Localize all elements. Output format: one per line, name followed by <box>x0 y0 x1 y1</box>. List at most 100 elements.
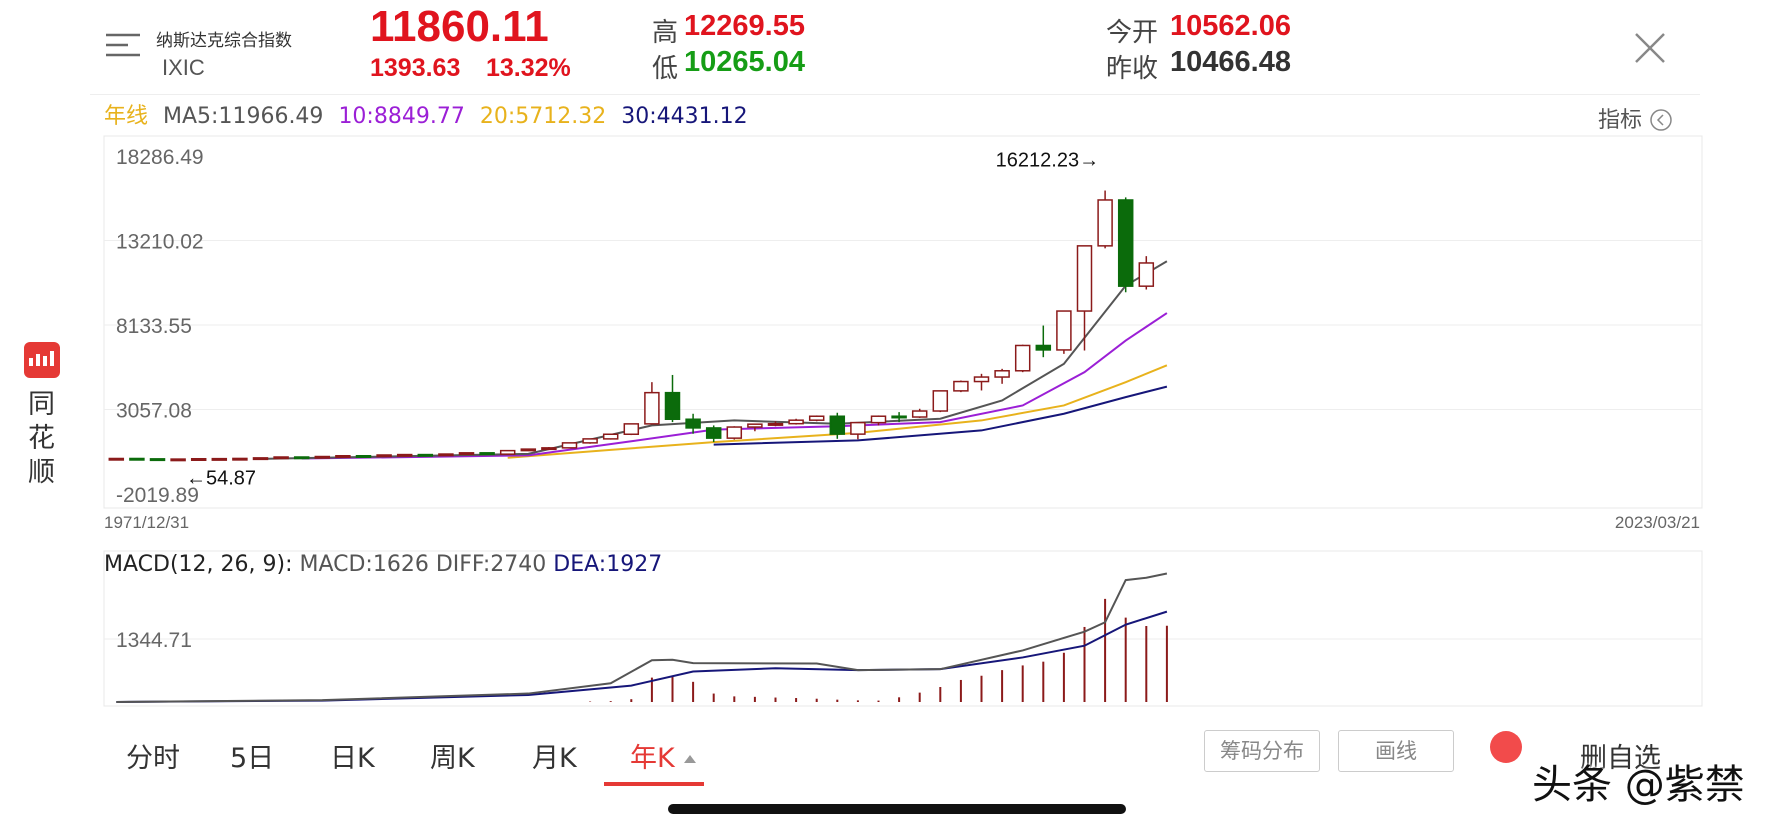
candle-body <box>726 426 743 439</box>
candle-body <box>1076 245 1093 312</box>
tab-intraday[interactable]: 分时 <box>126 743 180 774</box>
dea-value: DEA:1927 <box>553 552 663 577</box>
tab-daily-k[interactable]: 日K <box>330 743 375 774</box>
candle-body <box>850 421 866 435</box>
chip-distribution-button[interactable]: 筹码分布 <box>1204 730 1320 772</box>
chevron-left-icon <box>1650 109 1672 131</box>
candle-body <box>1014 344 1031 372</box>
candle-body <box>355 455 372 459</box>
candle-body <box>273 456 289 460</box>
diff-value: DIFF:2740 <box>435 552 547 577</box>
prev-close-value: 10466.48 <box>1170 46 1291 78</box>
candlestick-chart[interactable]: 18286.49 13210.02 8133.55 3057.08 -2019.89 19… <box>0 0 1792 530</box>
candle-body <box>685 418 701 429</box>
remove-favorite-button[interactable]: 删自选 <box>1580 743 1661 774</box>
candle-body <box>479 452 495 456</box>
price-change: 1393.63 <box>370 54 461 82</box>
candle-body <box>417 453 434 457</box>
candle-body <box>520 448 537 452</box>
low-label: 低 <box>652 54 679 84</box>
candle-body <box>438 453 454 457</box>
candle-body <box>623 423 640 435</box>
tab-yearly-k-label: 年K <box>630 743 675 774</box>
candle-body <box>335 455 351 459</box>
y-tick-label: 8133.55 <box>116 315 192 338</box>
low-annotation: ←54.87 <box>186 468 256 490</box>
candle-body <box>232 457 248 461</box>
high-label: 高 <box>652 18 679 48</box>
y-tick-label: 3057.08 <box>116 399 192 422</box>
high-annotation: 16212.23→ <box>996 150 1099 172</box>
price-change-percent: 13.32% <box>486 54 571 82</box>
header-divider <box>90 94 1700 95</box>
candle-body <box>252 457 269 461</box>
chart-frame <box>103 135 1703 509</box>
candle-body <box>994 370 1010 378</box>
stock-code: IXIC <box>162 55 205 80</box>
macd-name: MACD(12, 26, 9): <box>104 552 293 577</box>
candle-body <box>170 458 186 462</box>
candle-body <box>129 457 145 461</box>
diff-line <box>116 572 1168 703</box>
close-icon[interactable] <box>1630 28 1670 68</box>
ma30-value: 30:4431.12 <box>621 104 748 129</box>
ma5-value: MA5:11966.49 <box>163 104 324 129</box>
candle-body <box>396 453 413 457</box>
indicator-label: 指标 <box>1598 108 1643 133</box>
candle-body <box>747 423 763 428</box>
notification-dot <box>1490 731 1522 763</box>
candle-body <box>705 427 722 439</box>
ma10-line <box>301 312 1168 460</box>
watermark: 头条 @紫禁 <box>1532 762 1745 808</box>
caret-up-icon <box>684 755 697 763</box>
candle-body <box>973 376 990 383</box>
candle-body <box>1138 262 1155 287</box>
home-indicator <box>668 804 1126 814</box>
draw-line-button[interactable]: 画线 <box>1338 730 1454 772</box>
tab-5day[interactable]: 5日 <box>230 743 275 774</box>
candle-body <box>953 380 969 392</box>
ma20-value: 20:5712.32 <box>479 104 607 129</box>
macd-value: MACD:1626 <box>299 552 429 577</box>
ma-legend: 年线 MA5:11966.49 10:8849.77 20:5712.32 30… <box>104 98 756 130</box>
tab-weekly-k[interactable]: 周K <box>430 743 475 774</box>
menu-icon[interactable] <box>106 32 140 58</box>
candle-body <box>190 457 207 461</box>
candle-body <box>829 415 846 435</box>
ma20-line <box>507 364 1168 459</box>
candle-body <box>932 390 949 412</box>
candle-body <box>664 391 681 420</box>
active-tab-indicator <box>604 782 704 786</box>
candle-body <box>602 433 619 440</box>
candle-body <box>911 410 928 418</box>
candle-logo-icon <box>29 351 54 366</box>
candle-body <box>108 457 125 461</box>
tab-yearly-k[interactable]: 年K <box>630 736 697 775</box>
indicator-button[interactable]: 指标 <box>1598 102 1673 134</box>
candle-body <box>541 447 557 451</box>
app-name: 同花顺 <box>28 389 55 488</box>
app-logo <box>24 342 60 378</box>
open-label: 今开 <box>1106 18 1159 48</box>
macd-legend: MACD(12, 26, 9): MACD:1626 DIFF:2740 DEA… <box>104 552 662 577</box>
period-label: 年线 <box>104 104 149 129</box>
candle-body <box>211 457 228 461</box>
low-value: 10265.04 <box>684 46 805 78</box>
candle-body <box>561 442 578 449</box>
y-tick-label: 13210.02 <box>116 230 204 253</box>
open-value: 10562.06 <box>1170 10 1291 42</box>
prev-close-label: 昨收 <box>1106 54 1159 84</box>
candle-body <box>808 415 825 421</box>
x-start-date: 1971/12/31 <box>104 513 189 530</box>
candle-body <box>1056 310 1072 351</box>
candle-body <box>1117 199 1134 287</box>
dea-line <box>116 610 1168 703</box>
candle-body <box>1035 344 1052 351</box>
tab-monthly-k[interactable]: 月K <box>532 743 577 774</box>
candle-body <box>870 415 887 424</box>
ma30-line <box>713 385 1168 446</box>
ma10-value: 10:8849.77 <box>338 104 465 129</box>
candle-body <box>1097 199 1113 247</box>
candle-body <box>788 419 804 425</box>
candle-body <box>376 454 392 458</box>
